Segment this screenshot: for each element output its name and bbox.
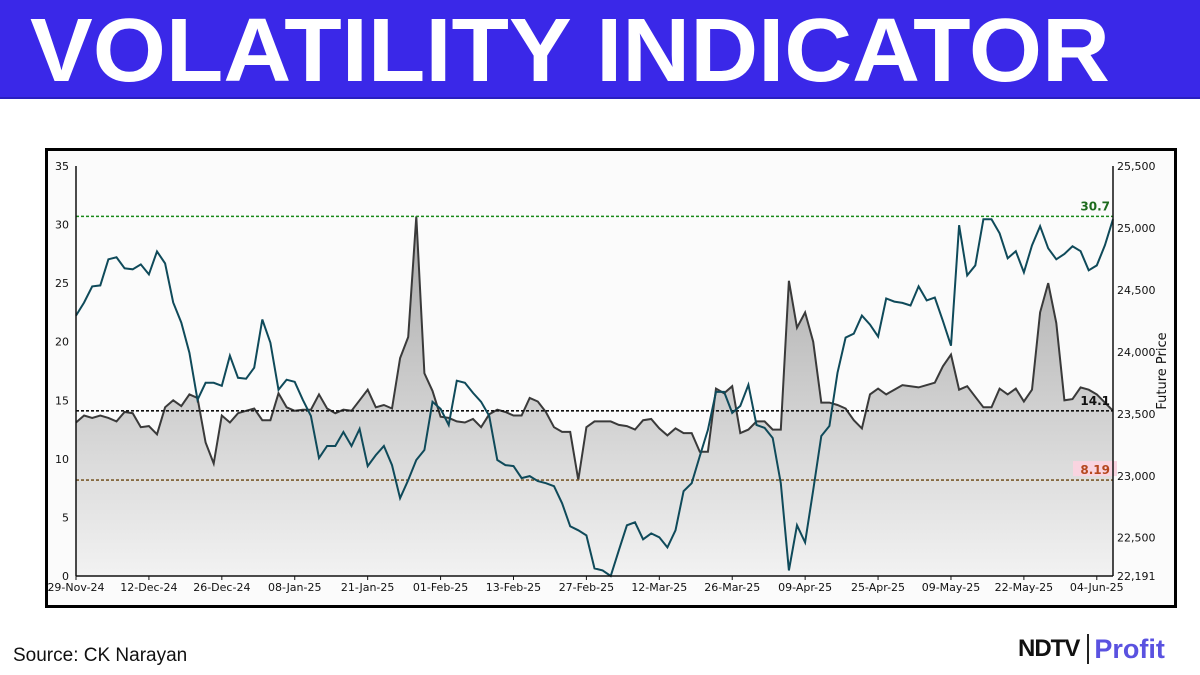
y-right-tick-label: 25,000 (1117, 222, 1156, 235)
page-title: VOLATILITY INDICATOR (30, 1, 1110, 97)
y-left-tick-label: 25 (55, 277, 69, 290)
x-tick-label: 21-Jan-25 (341, 581, 395, 594)
x-tick-label: 12-Mar-25 (631, 581, 687, 594)
y-left-tick-label: 20 (55, 336, 69, 349)
logo-profit: Profit (1094, 633, 1165, 664)
y-left-tick-label: 5 (62, 511, 69, 524)
y-left-tick-label: 30 (55, 219, 69, 232)
ndtv-profit-logo: NDTV Profit (1018, 632, 1165, 666)
x-tick-label: 29-Nov-24 (47, 581, 104, 594)
x-tick-label: 08-Jan-25 (268, 581, 322, 594)
title-banner: VOLATILITY INDICATOR (0, 0, 1200, 101)
y-right-axis-title: Future Price (1155, 332, 1170, 409)
x-tick-label: 09-May-25 (922, 581, 980, 594)
y-right-tick-label: 24,500 (1117, 284, 1156, 297)
x-tick-label: 26-Dec-24 (193, 581, 250, 594)
x-tick-label: 12-Dec-24 (120, 581, 177, 594)
y-left-tick-label: 35 (55, 160, 69, 173)
x-tick-label: 01-Feb-25 (413, 581, 468, 594)
y-right-tick-label: 25,500 (1117, 160, 1156, 173)
y-left-tick-label: 0 (62, 570, 69, 583)
title-svg: VOLATILITY INDICATOR (30, 1, 1110, 101)
source-note: Source: CK Narayan (13, 645, 188, 666)
y-left-tick-label: 10 (55, 453, 69, 466)
reference-label: 8.19 (1080, 463, 1110, 477)
future-price-line (75, 218, 1114, 578)
y-right-tick-label: 23,000 (1117, 470, 1156, 483)
x-tick-label: 04-Jun-25 (1070, 581, 1124, 594)
y-right-tick-label: 23,500 (1117, 408, 1156, 421)
x-tick-label: 13-Feb-25 (486, 581, 541, 594)
x-tick-label: 09-Apr-25 (778, 581, 832, 594)
logo-divider (1087, 634, 1090, 664)
x-tick-label: 22-May-25 (995, 581, 1053, 594)
y-right-tick-label: 22,191 (1117, 570, 1156, 583)
y-left-tick-label: 15 (55, 394, 69, 407)
x-tick-label: 26-Mar-25 (704, 581, 760, 594)
vix-area-fill (76, 216, 1113, 576)
reference-label-bg (1073, 461, 1117, 477)
logo-ndtv: NDTV (1018, 635, 1080, 662)
x-tick-label: 25-Apr-25 (851, 581, 905, 594)
reference-label: 14.1 (1080, 394, 1110, 408)
x-tick-label: 27-Feb-25 (559, 581, 614, 594)
y-right-tick-label: 24,000 (1117, 346, 1156, 359)
y-right-tick-label: 22,500 (1117, 532, 1156, 545)
reference-label: 30.7 (1080, 199, 1110, 213)
